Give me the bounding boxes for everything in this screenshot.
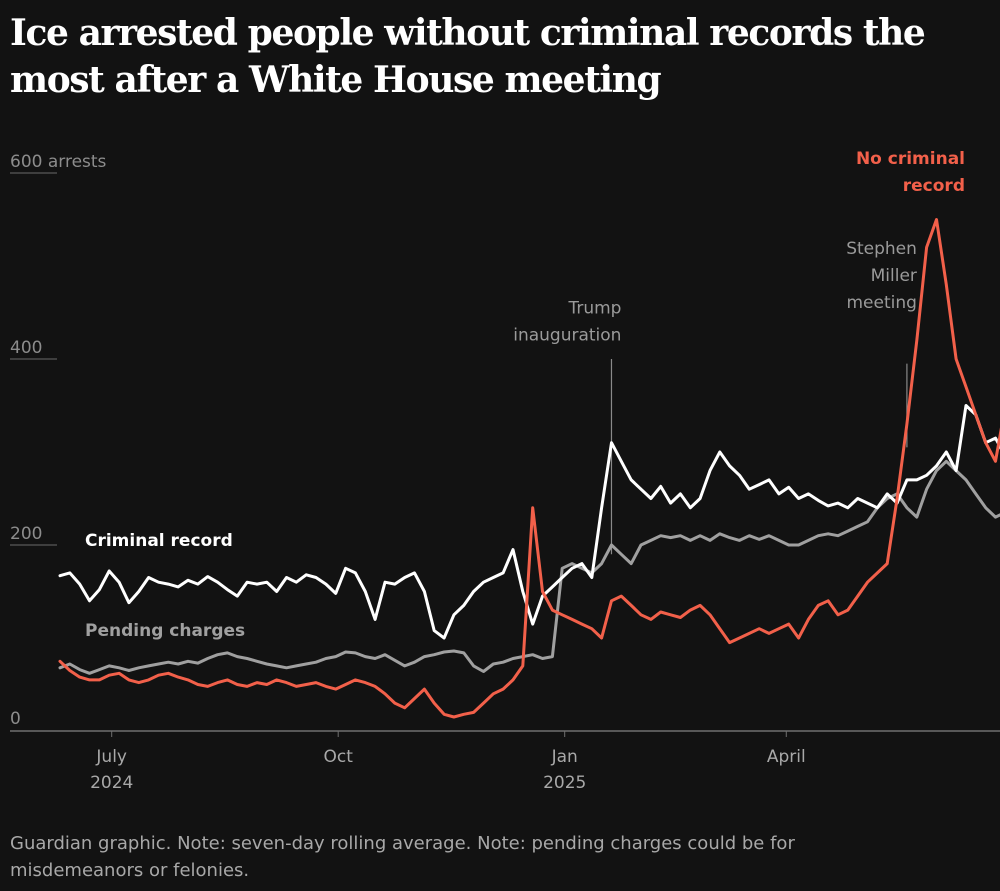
series-line-no-criminal-record xyxy=(58,218,1000,719)
chart-title: Ice arrested people without criminal rec… xyxy=(10,12,926,101)
x-tick-label: April xyxy=(767,747,806,767)
series-labels: Criminal record Pending charges No crimina… xyxy=(85,149,965,641)
line-chart: 0 200 400 600 arrests July 2024 Oct Jan 2025 Apr… xyxy=(10,149,1000,793)
annotation-label: Stephen xyxy=(846,239,917,259)
annotation-label: meeting xyxy=(846,293,916,313)
x-axis: July 2024 Oct Jan 2025 April xyxy=(90,731,806,793)
series-label-no-criminal-record: record xyxy=(903,176,965,196)
y-tick-label: 400 xyxy=(10,338,42,358)
x-tick-sublabel: 2024 xyxy=(90,773,133,793)
annotation-label: Miller xyxy=(871,266,917,286)
x-tick-label: July xyxy=(95,747,127,767)
series-line-criminal-record xyxy=(58,404,1000,640)
x-tick-label: Jan xyxy=(551,747,578,767)
y-tick-label: 0 xyxy=(10,709,21,729)
annotations: Trump inauguration Stephen Miller meeting xyxy=(513,239,917,555)
gridlines: 0 200 400 600 arrests xyxy=(10,152,1000,732)
x-tick-label: Oct xyxy=(323,747,353,767)
annotation-label: Trump xyxy=(567,298,621,318)
series-label-no-criminal-record: No criminal xyxy=(856,149,965,169)
series-lines xyxy=(58,218,1000,719)
series-label-criminal-record: Criminal record xyxy=(85,531,233,551)
x-tick-sublabel: 2025 xyxy=(543,773,586,793)
annotation-label: inauguration xyxy=(513,325,621,345)
series-line-pending-charges xyxy=(58,459,1000,675)
y-tick-label: 200 xyxy=(10,524,42,544)
y-tick-label: 600 arrests xyxy=(10,152,107,172)
series-label-pending-charges: Pending charges xyxy=(85,621,245,641)
footnote: Guardian graphic. Note: seven-day rollin… xyxy=(10,833,795,881)
